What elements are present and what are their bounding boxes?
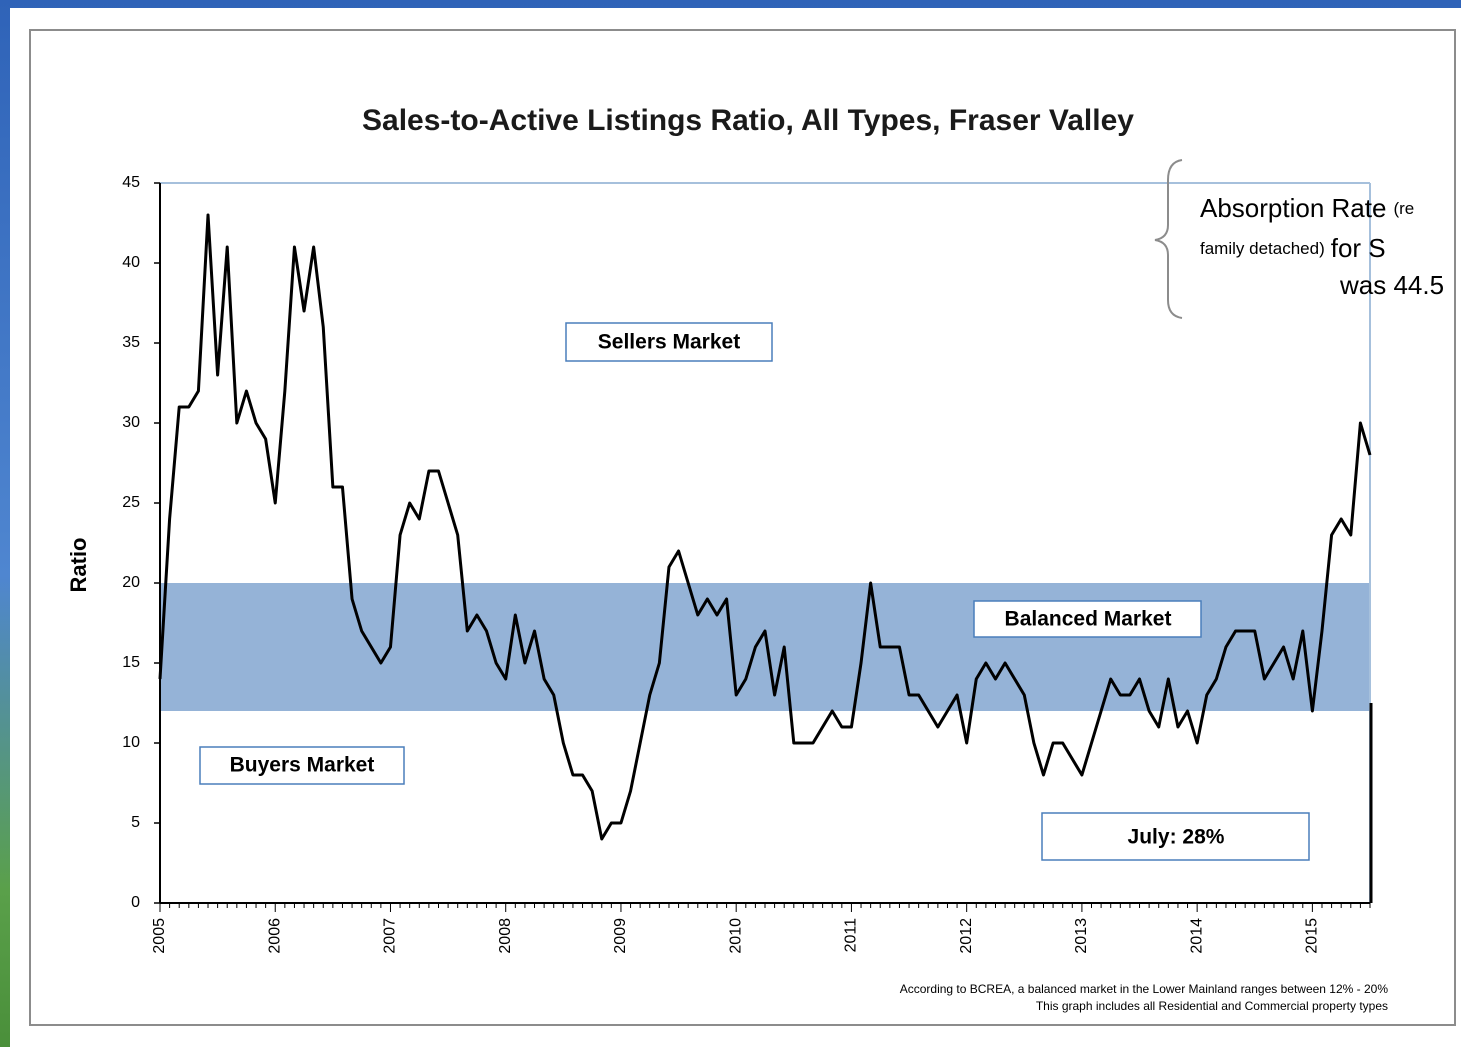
chart-frame bbox=[29, 29, 1456, 1026]
y-tick-label: 20 bbox=[122, 574, 140, 591]
annotation-box bbox=[565, 322, 773, 362]
footnote: According to BCREA, a balanced market in… bbox=[900, 982, 1389, 996]
annotation-box bbox=[973, 600, 1202, 638]
x-tick-label: 2008 bbox=[497, 918, 514, 954]
y-axis-label: Ratio bbox=[66, 538, 91, 593]
y-tick-label: 10 bbox=[122, 734, 140, 751]
y-tick-label: 15 bbox=[122, 654, 140, 671]
y-tick-label: 30 bbox=[122, 414, 140, 431]
callout-text: Absorption Rate (re bbox=[1200, 193, 1414, 223]
y-tick-label: 45 bbox=[122, 174, 140, 191]
x-tick-label: 2013 bbox=[1073, 918, 1090, 954]
annotation-box bbox=[199, 746, 405, 785]
x-tick-label: 2005 bbox=[151, 918, 168, 954]
callout-text: (re bbox=[1393, 199, 1414, 218]
x-tick-label: 2010 bbox=[727, 918, 744, 954]
annotation: Balanced Market bbox=[1005, 608, 1172, 631]
callout-text: family detached) for S bbox=[1200, 233, 1386, 263]
annotation: Buyers Market bbox=[230, 754, 375, 777]
y-tick-label: 40 bbox=[122, 254, 140, 271]
x-tick-label: 2012 bbox=[958, 918, 975, 954]
y-tick-label: 25 bbox=[122, 494, 140, 511]
x-tick-label: 2015 bbox=[1304, 918, 1321, 954]
footnote: This graph includes all Residential and … bbox=[1036, 999, 1388, 1013]
callout-text: family detached) bbox=[1200, 239, 1325, 258]
annotation-box bbox=[1041, 812, 1310, 861]
callout-brace bbox=[1154, 159, 1183, 319]
x-tick-label: 2009 bbox=[612, 918, 629, 954]
annotation: Sellers Market bbox=[598, 331, 740, 354]
callout-text: for S bbox=[1331, 233, 1386, 263]
series-line bbox=[158, 213, 1372, 841]
y-tick-label: 5 bbox=[131, 814, 140, 831]
callout-text: Absorption Rate bbox=[1200, 193, 1386, 223]
annotation: July: 28% bbox=[1128, 826, 1225, 849]
y-tick-label: 35 bbox=[122, 334, 140, 351]
x-tick-label: 2007 bbox=[382, 918, 399, 954]
y-tick-label: 0 bbox=[131, 894, 140, 911]
x-tick-label: 2014 bbox=[1188, 918, 1205, 954]
chart-title: Sales-to-Active Listings Ratio, All Type… bbox=[362, 104, 1134, 137]
x-tick-label: 2011 bbox=[843, 918, 860, 953]
callout-text: was 44.5 bbox=[1339, 270, 1444, 300]
x-tick-label: 2006 bbox=[266, 918, 283, 954]
overlay: Sellers Market Balanced Market Buyers Ma… bbox=[199, 159, 1444, 1013]
